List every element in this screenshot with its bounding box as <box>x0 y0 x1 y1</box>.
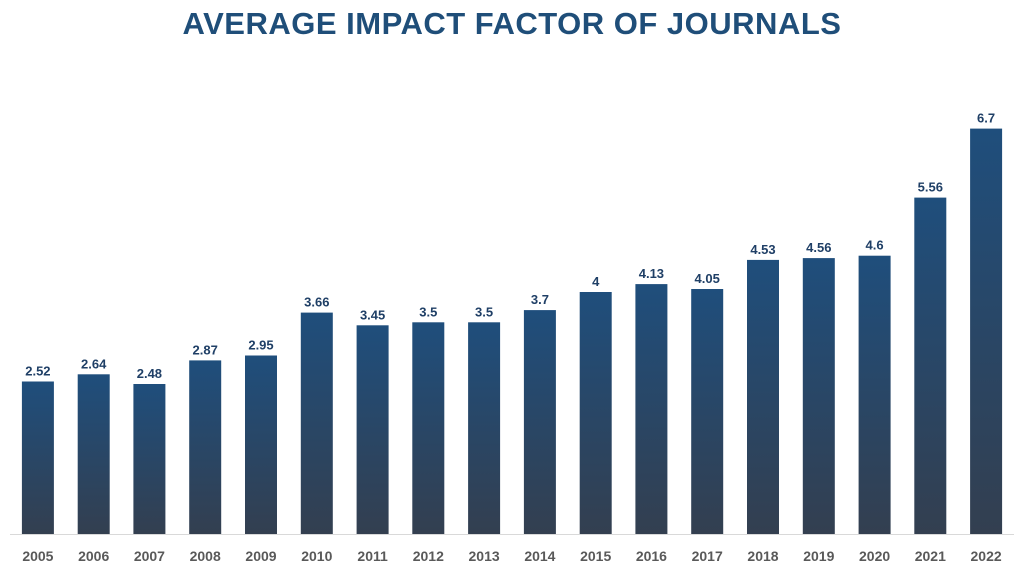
x-tick-label-2008: 2008 <box>190 548 221 564</box>
x-tick-label-2007: 2007 <box>134 548 165 564</box>
data-label-2013: 3.5 <box>475 304 493 319</box>
bar-2022 <box>970 128 1003 534</box>
x-tick-label-2022: 2022 <box>971 548 1002 564</box>
x-axis-ticks: 2005 2006 2007 2008 2009 2010 2011 2012 2013 2014… <box>22 548 1002 564</box>
data-label-2007: 2.48 <box>137 366 162 381</box>
bar-2006 <box>77 374 110 534</box>
data-label-2005: 2.52 <box>25 364 50 379</box>
bar-2008 <box>189 360 222 534</box>
data-label-2019: 4.56 <box>806 240 831 255</box>
data-label-2018: 4.53 <box>750 242 775 257</box>
bar-2016 <box>635 284 668 534</box>
bar-2017 <box>691 289 724 534</box>
bar-2021 <box>914 197 947 534</box>
bar-2015 <box>579 292 612 534</box>
bar-2010 <box>300 312 333 534</box>
bar-2005 <box>21 381 54 534</box>
data-label-2021: 5.56 <box>918 180 943 195</box>
x-tick-label-2005: 2005 <box>22 548 53 564</box>
x-tick-label-2016: 2016 <box>636 548 667 564</box>
bar-2018 <box>747 259 779 534</box>
data-label-2022: 6.7 <box>977 111 995 126</box>
bar-2013 <box>468 322 501 535</box>
x-tick-label-2017: 2017 <box>692 548 723 564</box>
x-tick-label-2018: 2018 <box>747 548 778 564</box>
data-label-2011: 3.45 <box>360 307 385 322</box>
data-label-2016: 4.13 <box>639 266 664 281</box>
data-label-2008: 2.87 <box>193 342 218 357</box>
data-label-2006: 2.64 <box>81 356 107 371</box>
x-tick-label-2020: 2020 <box>859 548 890 564</box>
bars-layer <box>21 128 1003 535</box>
bar-2012 <box>412 322 445 535</box>
x-tick-label-2013: 2013 <box>469 548 500 564</box>
data-label-2017: 4.05 <box>695 271 720 286</box>
bar-2007 <box>133 384 166 534</box>
x-tick-label-2006: 2006 <box>78 548 109 564</box>
data-labels-layer: 2.52 2.64 2.48 2.87 2.95 3.66 3.45 3.5 3.5 3.7 4 4.… <box>25 111 995 381</box>
x-tick-label-2014: 2014 <box>524 548 555 564</box>
x-tick-label-2012: 2012 <box>413 548 444 564</box>
x-tick-label-2015: 2015 <box>580 548 611 564</box>
data-label-2012: 3.5 <box>419 304 437 319</box>
x-tick-label-2009: 2009 <box>245 548 276 564</box>
x-tick-label-2021: 2021 <box>915 548 946 564</box>
data-label-2020: 4.6 <box>866 238 884 253</box>
bar-2011 <box>356 325 389 534</box>
data-label-2010: 3.66 <box>304 295 329 310</box>
x-tick-label-2011: 2011 <box>357 548 388 564</box>
bar-2014 <box>523 310 556 534</box>
data-label-2009: 2.95 <box>248 338 273 353</box>
data-label-2014: 3.7 <box>531 292 549 307</box>
data-label-2015: 4 <box>592 274 600 289</box>
chart-title: AVERAGE IMPACT FACTOR OF JOURNALS <box>182 6 842 41</box>
bar-2020 <box>858 255 891 534</box>
bar-2009 <box>245 355 277 534</box>
bar-2019 <box>802 258 835 534</box>
x-tick-label-2010: 2010 <box>301 548 332 564</box>
x-tick-label-2019: 2019 <box>803 548 834 564</box>
